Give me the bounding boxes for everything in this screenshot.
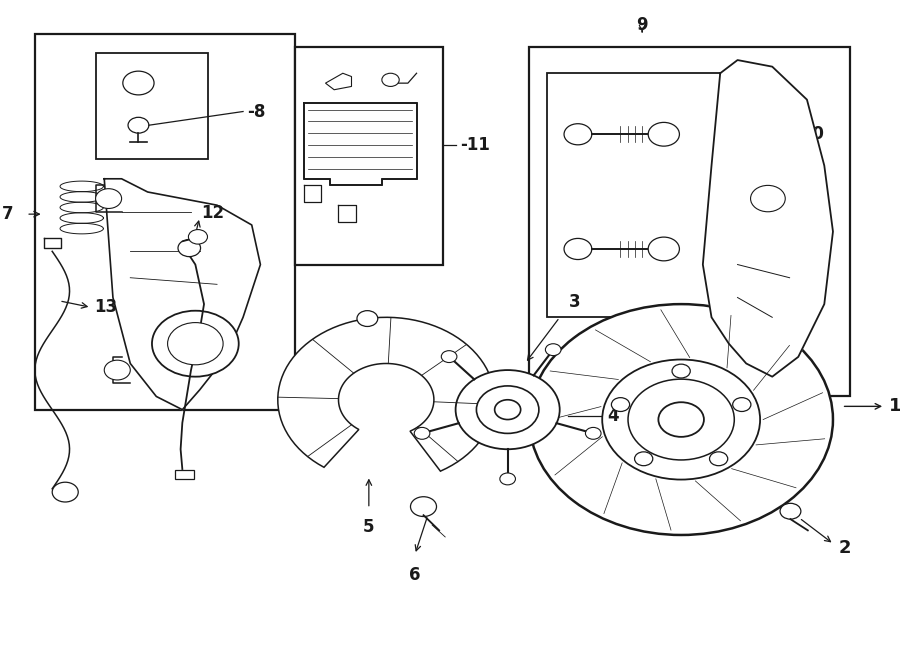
Polygon shape [326, 73, 352, 90]
Text: 13: 13 [94, 298, 117, 317]
Text: -10: -10 [794, 126, 824, 143]
Circle shape [564, 124, 592, 145]
Polygon shape [703, 60, 833, 377]
Circle shape [659, 403, 704, 437]
Circle shape [382, 73, 400, 87]
Circle shape [500, 473, 516, 485]
Polygon shape [278, 317, 495, 471]
Bar [176, 470, 194, 479]
Circle shape [585, 428, 601, 440]
Circle shape [564, 239, 592, 260]
Circle shape [634, 452, 652, 466]
Polygon shape [304, 103, 417, 185]
Circle shape [780, 503, 801, 519]
Circle shape [122, 71, 154, 95]
Bar [35, 34, 295, 410]
Circle shape [455, 370, 560, 449]
Circle shape [104, 360, 130, 380]
Circle shape [602, 360, 760, 480]
Circle shape [529, 304, 833, 535]
Circle shape [167, 323, 223, 365]
Circle shape [414, 428, 430, 440]
Polygon shape [104, 178, 260, 410]
Circle shape [188, 229, 208, 244]
Circle shape [410, 496, 436, 516]
Text: 2: 2 [838, 539, 850, 557]
Circle shape [152, 311, 239, 377]
Circle shape [495, 400, 521, 420]
Text: 9: 9 [636, 16, 648, 34]
Circle shape [648, 122, 680, 146]
Circle shape [672, 364, 690, 378]
Circle shape [648, 237, 680, 261]
Text: 3: 3 [569, 293, 580, 311]
Circle shape [611, 398, 630, 412]
Circle shape [751, 185, 786, 212]
Circle shape [128, 117, 148, 133]
Circle shape [628, 379, 734, 460]
Bar [95, 54, 209, 159]
Circle shape [709, 452, 728, 466]
Bar [546, 73, 746, 317]
Circle shape [441, 351, 457, 362]
Text: 5: 5 [363, 518, 374, 537]
Circle shape [545, 344, 561, 356]
Text: -11: -11 [460, 136, 490, 154]
Text: 6: 6 [410, 566, 420, 584]
Circle shape [95, 188, 122, 208]
Text: 7: 7 [2, 205, 14, 223]
Text: -8: -8 [248, 102, 266, 120]
Bar [529, 47, 850, 397]
Circle shape [178, 239, 201, 256]
Text: 4: 4 [608, 407, 619, 425]
Circle shape [357, 311, 378, 327]
Bar [295, 47, 443, 264]
Circle shape [52, 483, 78, 502]
Circle shape [476, 386, 539, 434]
Text: 12: 12 [202, 204, 224, 222]
Circle shape [733, 398, 751, 412]
Text: 1: 1 [889, 397, 900, 415]
